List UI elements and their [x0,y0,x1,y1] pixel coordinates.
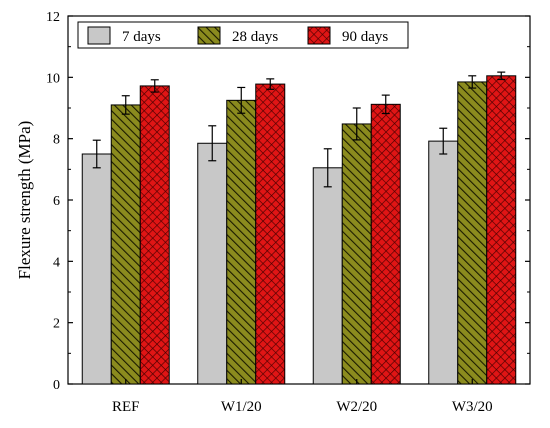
bar [486,75,517,385]
x-tick-label: REF [112,399,140,415]
bar [226,99,257,385]
bar [370,103,401,385]
bar [312,167,343,385]
y-tick-label: 6 [53,194,60,209]
bars-group [81,71,517,385]
bar [81,153,112,385]
bar [255,83,286,385]
bar [341,123,372,385]
y-tick-label: 0 [53,378,60,393]
legend-box [77,21,409,49]
bar [110,104,141,385]
y-tick-label: 2 [53,317,60,332]
x-tick-label: W2/20 [336,399,377,415]
legend-label: 90 days [342,29,388,45]
legend: 7 days 28 days 90 days [77,21,409,49]
y-tick-label: 8 [53,133,60,148]
y-tick-label: 4 [53,255,60,270]
legend-label: 28 days [232,29,278,45]
legend-swatch [197,26,221,45]
bar [428,140,459,385]
legend-label: 7 days [122,29,161,45]
bar [457,81,488,385]
legend-swatch [307,26,331,45]
x-tick-label: W1/20 [221,399,262,415]
x-tick-label: W3/20 [452,399,493,415]
y-tick-label: 12 [46,10,60,25]
y-tick-label: 10 [46,71,60,86]
bar [197,142,228,385]
bar [139,85,170,385]
y-axis-label: Flexure strength (MPa) [15,121,34,280]
legend-swatch [87,26,111,45]
axes-group: 0 2 4 6 8 10 12 REF W1/20 W2/20 W3/20 [46,10,530,415]
